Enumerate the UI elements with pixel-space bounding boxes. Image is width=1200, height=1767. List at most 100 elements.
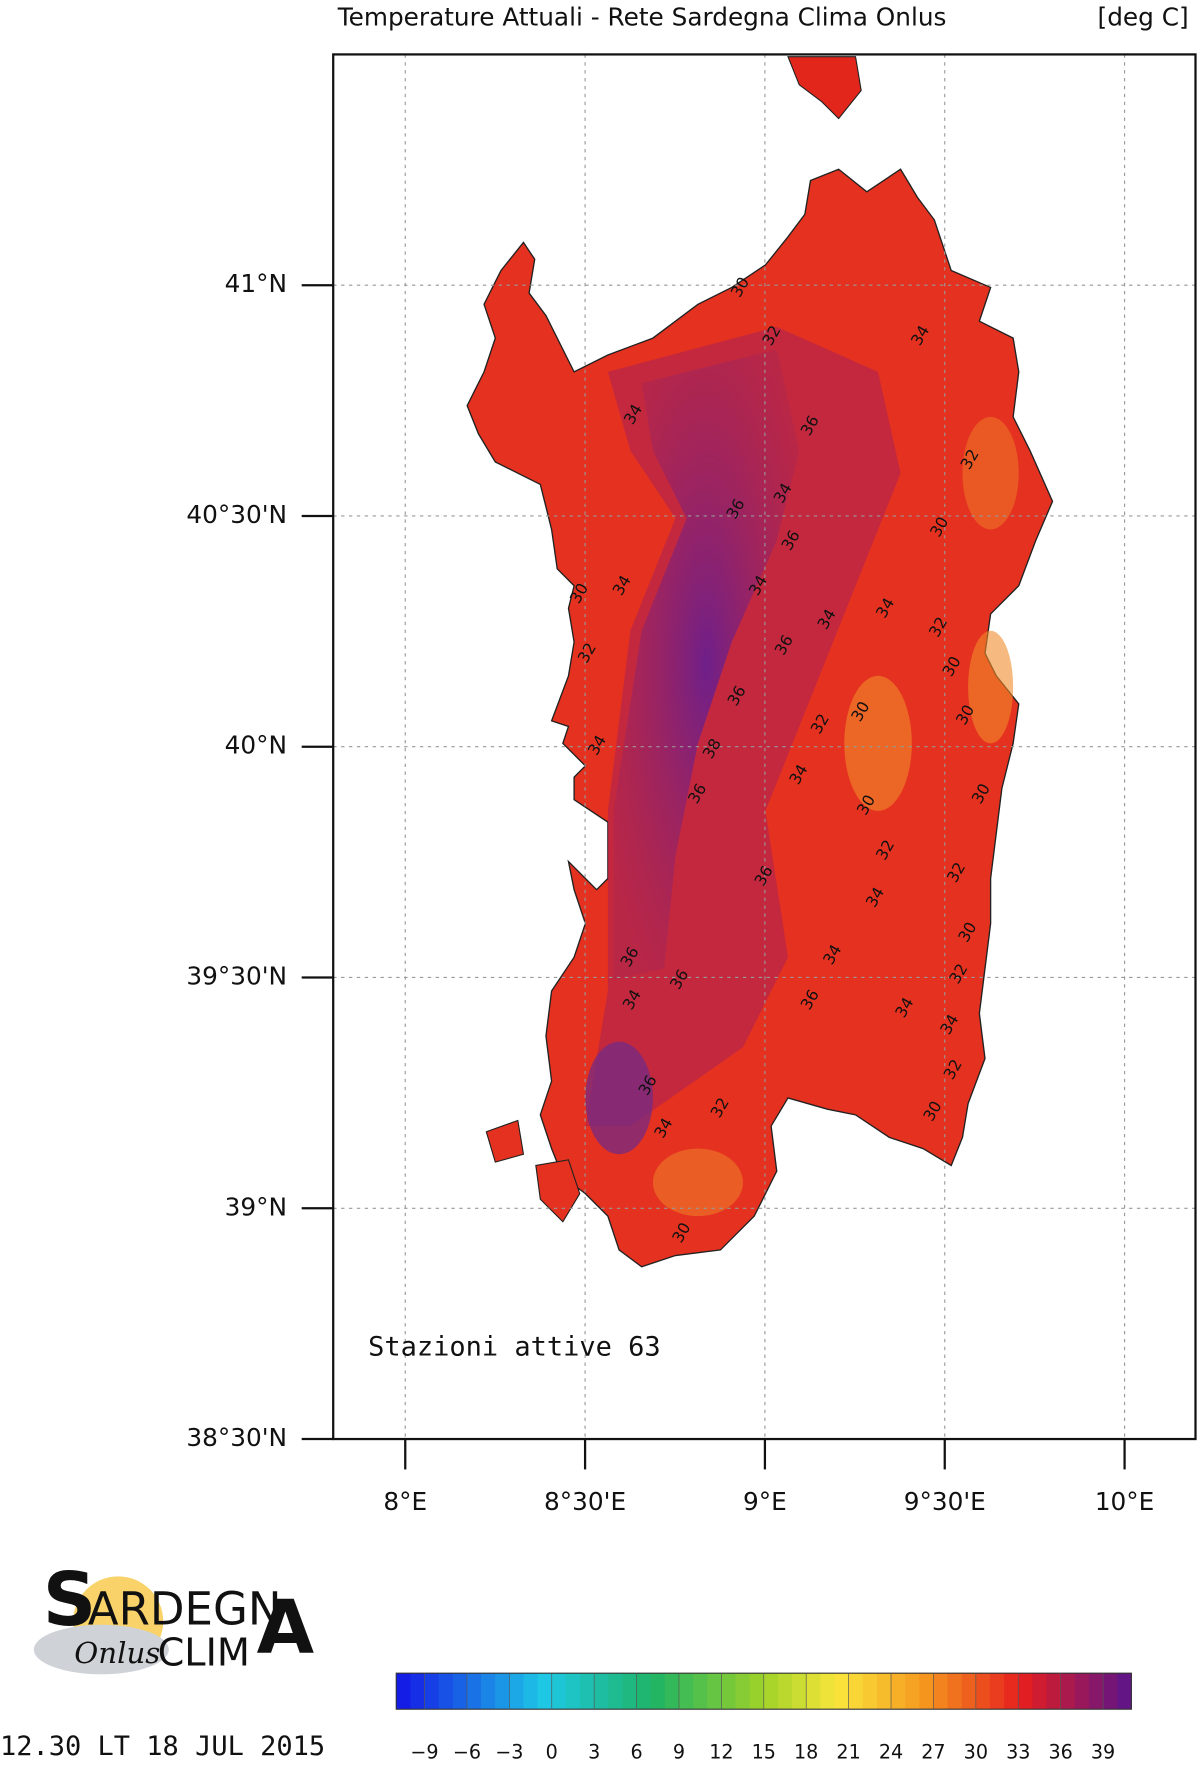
logo-text: S: [43, 1556, 96, 1643]
colorbar-label: 6: [630, 1741, 642, 1764]
colorbar-cell: [481, 1673, 496, 1710]
colorbar-cell: [509, 1673, 525, 1710]
colorbar-cell: [551, 1673, 567, 1710]
colorbar-cell: [565, 1673, 581, 1710]
y-tick-label: 39°30'N: [186, 961, 287, 990]
colorbar-label: 0: [546, 1741, 558, 1764]
colorbar: −9 −6 −3 0 3 6 9 12 15 18 21 24 27 30 33 36 39: [395, 1672, 1132, 1764]
y-tick-label: 38°30'N: [186, 1423, 287, 1452]
colorbar-cell: [580, 1673, 595, 1710]
colorbar-cell: [495, 1673, 510, 1710]
colorbar-cell: [1018, 1673, 1033, 1710]
colorbar-cell: [1004, 1673, 1019, 1710]
colorbar-cell: [424, 1673, 440, 1710]
logo: S ARDEGN A Onlus CLIM: [33, 1556, 315, 1676]
x-tick-label: 8°30'E: [544, 1487, 626, 1516]
colorbar-cell: [650, 1673, 666, 1710]
colorbar-label: −3: [495, 1741, 523, 1764]
cool-east: [844, 675, 912, 811]
colorbar-cell: [1032, 1673, 1048, 1710]
y-tick-label: 40°30'N: [186, 500, 287, 529]
cool-ne: [962, 416, 1019, 530]
colorbar-cell: [777, 1673, 793, 1710]
colorbar-cell: [975, 1673, 991, 1710]
colorbar-cell: [763, 1673, 779, 1710]
colorbar-cell: [1074, 1673, 1090, 1710]
colorbar-cell: [396, 1673, 411, 1710]
y-tick-label: 41°N: [225, 269, 287, 298]
corsica: [787, 56, 862, 120]
colorbar-label: 24: [879, 1741, 903, 1764]
colorbar-cell: [664, 1673, 680, 1710]
logo-text: CLIM: [158, 1631, 250, 1676]
colorbar-cell: [947, 1673, 963, 1710]
colorbar-cell: [466, 1673, 482, 1710]
x-tick-label: 9°E: [743, 1487, 787, 1516]
colorbar-cell: [721, 1673, 737, 1710]
colorbar-cell: [693, 1673, 708, 1710]
title: Temperature Attuali - Rete Sardegna Clim…: [337, 2, 947, 31]
cool-sw: [652, 1148, 743, 1217]
logo-text: ARDEGN: [88, 1582, 282, 1635]
unit: [deg C]: [1098, 2, 1189, 31]
colorbar-label: 27: [921, 1741, 945, 1764]
colorbar-cell: [989, 1673, 1005, 1710]
colorbar-cell: [834, 1673, 850, 1710]
colorbar-label: 39: [1091, 1741, 1115, 1764]
y-tick-label: 40°N: [225, 731, 287, 760]
colorbar-label: 3: [588, 1741, 600, 1764]
colorbar-cell: [862, 1673, 878, 1710]
colorbar-label: 12: [709, 1741, 733, 1764]
hot-south: [585, 1041, 653, 1155]
timestamp: 12.30 LT 18 JUL 2015: [0, 1731, 325, 1762]
y-tick-label: 39°N: [225, 1192, 287, 1221]
colorbar-cell: [1088, 1673, 1104, 1710]
colorbar-label: 21: [836, 1741, 860, 1764]
colorbar-cell: [749, 1673, 765, 1710]
colorbar-label: −6: [453, 1741, 481, 1764]
colorbar-label: 30: [964, 1741, 988, 1764]
cool-east: [968, 630, 1014, 744]
colorbar-cell: [608, 1673, 623, 1710]
colorbar-cell: [961, 1673, 977, 1710]
colorbar-cell: [933, 1673, 949, 1710]
colorbar-cell: [636, 1673, 652, 1710]
colorbar-cell: [1103, 1673, 1118, 1710]
grid: [333, 54, 1196, 1440]
colorbar-label: 36: [1048, 1741, 1072, 1764]
colorbar-cell: [1046, 1673, 1062, 1710]
colorbar-cell: [594, 1673, 609, 1710]
colorbar-label: 33: [1006, 1741, 1030, 1764]
colorbar-cell: [820, 1673, 836, 1710]
colorbar-cell: [523, 1673, 539, 1710]
x-tick-label: 9°30'E: [904, 1487, 986, 1516]
hot-core: [613, 349, 800, 980]
colorbar-label: −9: [410, 1741, 438, 1764]
colorbar-label: 18: [794, 1741, 818, 1764]
colorbar-cell: [1117, 1673, 1132, 1710]
colorbar-cell: [848, 1673, 864, 1710]
colorbar-cell: [891, 1673, 906, 1710]
logo-text: Onlus: [74, 1636, 160, 1670]
colorbar-cell: [919, 1673, 934, 1710]
x-tick-label: 10°E: [1095, 1487, 1155, 1516]
x-tick-label: 8°E: [383, 1487, 427, 1516]
colorbar-cell: [905, 1673, 920, 1710]
colorbar-cell: [1060, 1673, 1076, 1710]
colorbar-cell: [438, 1673, 454, 1710]
colorbar-cell: [537, 1673, 553, 1710]
logo-cloud: [33, 1624, 169, 1675]
island: [485, 1119, 525, 1163]
colorbar-cell: [876, 1673, 892, 1710]
colorbar-cell: [452, 1673, 468, 1710]
colorbar-cell: [792, 1673, 807, 1710]
logo-text: A: [257, 1584, 315, 1671]
axes: 8°E 8°30'E 9°E 9°30'E 10°E 41°N 40°30'N 40°N 39°…: [186, 269, 1154, 1516]
colorbar-label: 9: [673, 1741, 685, 1764]
colorbar-cell: [707, 1673, 722, 1710]
colorbar-cell: [735, 1673, 751, 1710]
colorbar-cell: [806, 1673, 821, 1710]
